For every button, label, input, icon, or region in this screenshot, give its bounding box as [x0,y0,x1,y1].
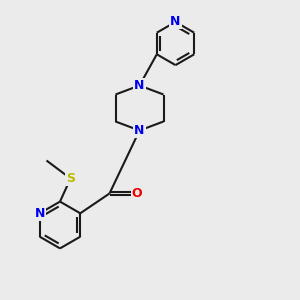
Text: N: N [170,15,181,28]
Text: O: O [132,187,142,200]
Text: N: N [134,124,145,137]
Text: N: N [34,207,45,220]
Text: N: N [134,79,145,92]
Text: S: S [66,172,75,185]
